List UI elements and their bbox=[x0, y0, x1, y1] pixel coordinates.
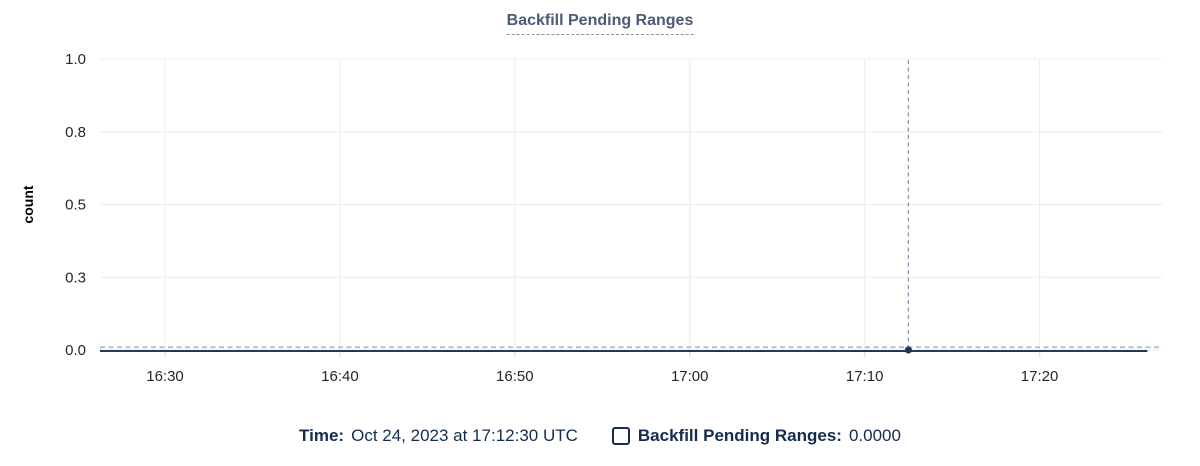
line-chart[interactable]: 0.0 0.3 0.5 0.8 1.0 16:30 16:40 16:50 17:00 17:10… bbox=[0, 0, 1200, 400]
y-tick-label: 0.5 bbox=[65, 197, 86, 214]
x-tick-label: 17:10 bbox=[846, 368, 884, 385]
x-tick-label: 17:00 bbox=[671, 368, 709, 385]
x-tick-label: 17:20 bbox=[1021, 368, 1059, 385]
x-tick-label: 16:50 bbox=[496, 368, 534, 385]
hover-legend: Time: Oct 24, 2023 at 17:12:30 UTC Backf… bbox=[0, 426, 1200, 446]
time-value: Oct 24, 2023 at 17:12:30 UTC bbox=[351, 426, 578, 445]
y-axis-title: count bbox=[20, 185, 36, 223]
chart-title[interactable]: Backfill Pending Ranges bbox=[506, 12, 694, 35]
time-label: Time: bbox=[299, 426, 345, 445]
series-value: 0.0000 bbox=[848, 426, 901, 445]
y-tick-label: 0.0 bbox=[65, 342, 86, 359]
y-tick-label: 0.8 bbox=[65, 124, 86, 141]
x-tick-label: 16:40 bbox=[321, 368, 359, 385]
y-tick-label: 1.0 bbox=[65, 51, 86, 68]
series-label[interactable]: Backfill Pending Ranges: bbox=[637, 426, 842, 445]
series-checkbox[interactable] bbox=[611, 427, 630, 445]
y-tick-label: 0.3 bbox=[65, 269, 86, 286]
hover-point[interactable] bbox=[904, 346, 912, 354]
x-tick-label: 16:30 bbox=[146, 368, 184, 385]
